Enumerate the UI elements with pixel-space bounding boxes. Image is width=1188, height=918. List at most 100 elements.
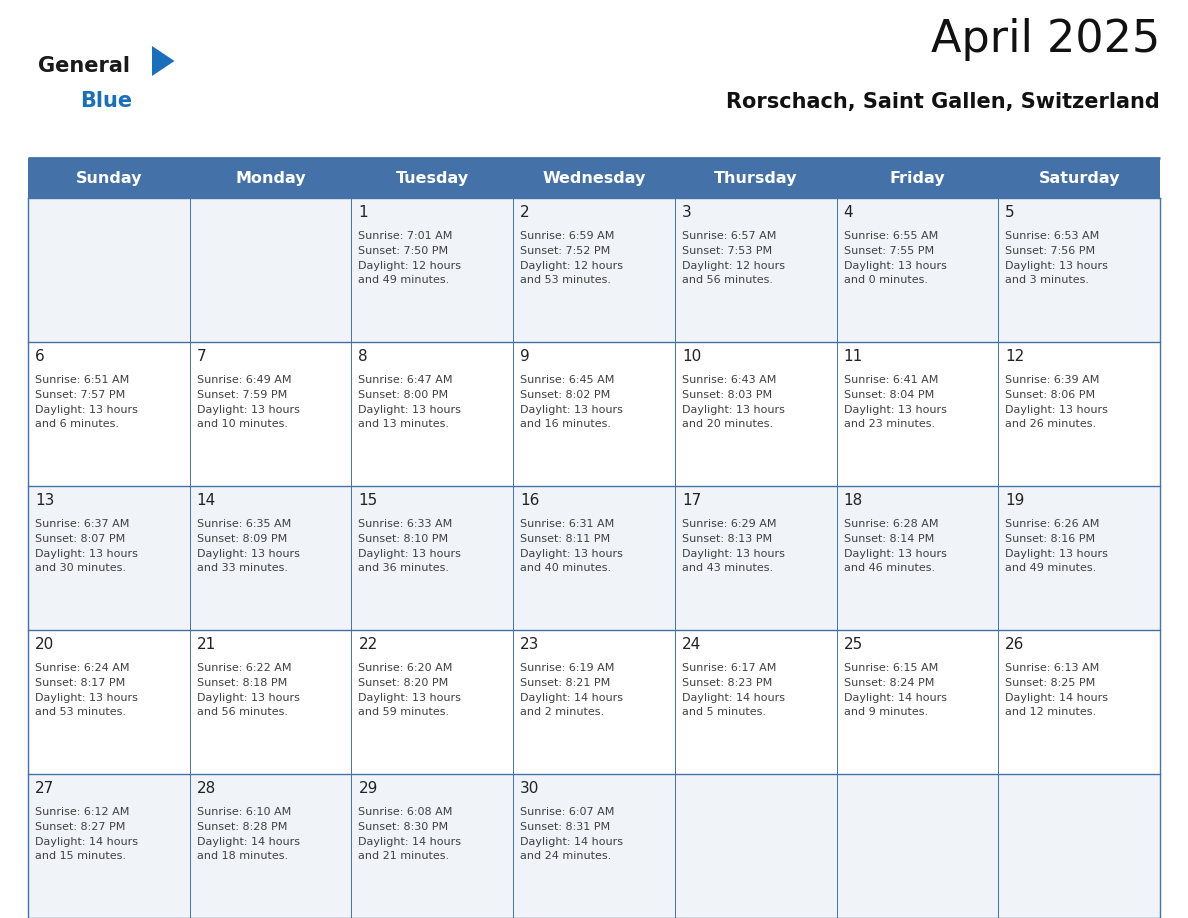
Text: and 24 minutes.: and 24 minutes. [520,851,612,861]
Bar [513,774,675,918]
Text: General: General [38,56,129,76]
Text: 12: 12 [1005,349,1024,364]
Text: and 10 minutes.: and 10 minutes. [197,420,287,430]
Text: Sunset: 8:06 PM: Sunset: 8:06 PM [1005,390,1095,400]
Text: Tuesday: Tuesday [396,171,469,185]
Text: and 3 minutes.: and 3 minutes. [1005,275,1089,285]
Text: and 0 minutes.: and 0 minutes. [843,275,928,285]
Text: Daylight: 14 hours: Daylight: 14 hours [1005,692,1108,702]
Text: and 53 minutes.: and 53 minutes. [34,708,126,717]
Text: 10: 10 [682,349,701,364]
Text: Friday: Friday [890,171,946,185]
Text: Sunrise: 6:24 AM: Sunrise: 6:24 AM [34,663,129,673]
Text: and 36 minutes.: and 36 minutes. [359,564,449,574]
Text: Sunrise: 6:22 AM: Sunrise: 6:22 AM [197,663,291,673]
Text: Sunset: 8:24 PM: Sunset: 8:24 PM [843,677,934,688]
Bar [998,774,1159,918]
Text: Rorschach, Saint Gallen, Switzerland: Rorschach, Saint Gallen, Switzerland [726,92,1159,112]
Text: Daylight: 13 hours: Daylight: 13 hours [359,692,461,702]
Text: Daylight: 13 hours: Daylight: 13 hours [197,405,299,415]
Text: and 5 minutes.: and 5 minutes. [682,708,766,717]
Bar [675,486,836,630]
Text: and 16 minutes.: and 16 minutes. [520,420,611,430]
Bar [836,342,998,486]
Bar [29,198,190,342]
Text: Daylight: 13 hours: Daylight: 13 hours [843,405,947,415]
Bar [29,158,1159,198]
Text: and 49 minutes.: and 49 minutes. [359,275,450,285]
Text: Sunset: 7:59 PM: Sunset: 7:59 PM [197,390,287,400]
Text: and 9 minutes.: and 9 minutes. [843,708,928,717]
Text: Sunset: 8:17 PM: Sunset: 8:17 PM [34,677,125,688]
Text: Sunset: 7:56 PM: Sunset: 7:56 PM [1005,246,1095,256]
Text: 1: 1 [359,205,368,220]
Text: Sunrise: 6:37 AM: Sunrise: 6:37 AM [34,519,129,529]
Text: 3: 3 [682,205,691,220]
Text: Sunset: 8:18 PM: Sunset: 8:18 PM [197,677,287,688]
Text: Sunrise: 6:15 AM: Sunrise: 6:15 AM [843,663,937,673]
Text: and 56 minutes.: and 56 minutes. [682,275,773,285]
Text: Sunrise: 6:13 AM: Sunrise: 6:13 AM [1005,663,1100,673]
Text: Daylight: 12 hours: Daylight: 12 hours [682,261,785,271]
Text: Daylight: 13 hours: Daylight: 13 hours [1005,549,1108,558]
Text: Sunrise: 6:12 AM: Sunrise: 6:12 AM [34,807,129,817]
Bar [352,774,513,918]
Text: and 2 minutes.: and 2 minutes. [520,708,605,717]
Text: and 15 minutes.: and 15 minutes. [34,851,126,861]
Bar [29,630,190,774]
Text: Daylight: 13 hours: Daylight: 13 hours [520,549,623,558]
Text: Sunset: 8:27 PM: Sunset: 8:27 PM [34,822,126,832]
Text: 26: 26 [1005,637,1025,652]
Text: Daylight: 14 hours: Daylight: 14 hours [843,692,947,702]
Text: Thursday: Thursday [714,171,797,185]
Text: and 49 minutes.: and 49 minutes. [1005,564,1097,574]
Text: and 18 minutes.: and 18 minutes. [197,851,287,861]
Bar [836,198,998,342]
Text: and 56 minutes.: and 56 minutes. [197,708,287,717]
Text: Daylight: 13 hours: Daylight: 13 hours [1005,261,1108,271]
Text: Sunrise: 6:57 AM: Sunrise: 6:57 AM [682,231,776,241]
Text: Sunrise: 6:53 AM: Sunrise: 6:53 AM [1005,231,1100,241]
Text: Sunset: 8:13 PM: Sunset: 8:13 PM [682,533,772,543]
Text: Sunset: 7:52 PM: Sunset: 7:52 PM [520,246,611,256]
Text: 9: 9 [520,349,530,364]
Text: and 43 minutes.: and 43 minutes. [682,564,773,574]
Bar [190,198,352,342]
Text: Sunrise: 6:26 AM: Sunrise: 6:26 AM [1005,519,1100,529]
Text: Daylight: 13 hours: Daylight: 13 hours [843,261,947,271]
Text: 23: 23 [520,637,539,652]
Text: 13: 13 [34,493,55,508]
Text: 2: 2 [520,205,530,220]
Text: Wednesday: Wednesday [542,171,646,185]
Bar [836,774,998,918]
Text: 11: 11 [843,349,862,364]
Text: 4: 4 [843,205,853,220]
Bar [836,486,998,630]
Text: 29: 29 [359,781,378,796]
Text: 18: 18 [843,493,862,508]
Bar [352,342,513,486]
Text: 24: 24 [682,637,701,652]
Text: Sunset: 8:14 PM: Sunset: 8:14 PM [843,533,934,543]
Bar [513,486,675,630]
Text: Sunset: 7:57 PM: Sunset: 7:57 PM [34,390,125,400]
Text: and 33 minutes.: and 33 minutes. [197,564,287,574]
Bar [998,342,1159,486]
Bar [352,486,513,630]
Text: Daylight: 13 hours: Daylight: 13 hours [34,692,138,702]
Text: Daylight: 13 hours: Daylight: 13 hours [34,549,138,558]
Text: Sunrise: 6:55 AM: Sunrise: 6:55 AM [843,231,937,241]
Text: Sunrise: 6:41 AM: Sunrise: 6:41 AM [843,375,939,385]
Bar [352,198,513,342]
Text: and 30 minutes.: and 30 minutes. [34,564,126,574]
Text: 19: 19 [1005,493,1025,508]
Text: 6: 6 [34,349,45,364]
Text: 27: 27 [34,781,55,796]
Text: Sunrise: 6:08 AM: Sunrise: 6:08 AM [359,807,453,817]
Text: Daylight: 14 hours: Daylight: 14 hours [359,836,461,846]
Text: Daylight: 13 hours: Daylight: 13 hours [34,405,138,415]
Text: and 23 minutes.: and 23 minutes. [843,420,935,430]
Text: 25: 25 [843,637,862,652]
Text: Daylight: 13 hours: Daylight: 13 hours [682,549,785,558]
Text: Sunrise: 6:28 AM: Sunrise: 6:28 AM [843,519,939,529]
